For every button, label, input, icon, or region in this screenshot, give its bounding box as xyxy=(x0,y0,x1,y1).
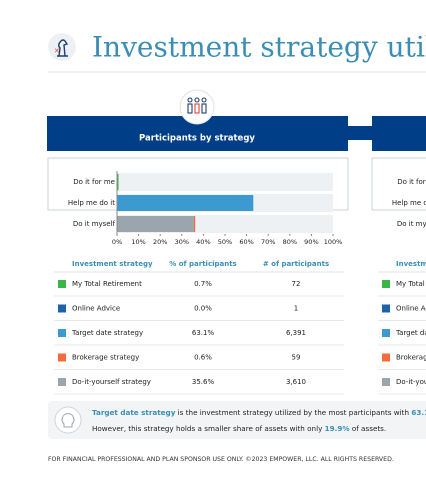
table-header: # of participants xyxy=(263,260,329,268)
legend-swatch xyxy=(58,353,66,362)
x-tick-label: 0% xyxy=(112,238,122,246)
note-span: is the investment strategy utilized by t… xyxy=(175,408,411,417)
title-icon: ✕ xyxy=(48,33,76,61)
panel-band xyxy=(372,116,426,151)
note-text: However, this strategy holds a smaller s… xyxy=(92,424,386,433)
bar xyxy=(117,216,194,232)
bar-track xyxy=(117,173,333,191)
legend-swatch xyxy=(58,378,66,386)
strategy-name: My Total Retirement xyxy=(72,280,142,288)
strategy-name: Target date strategy xyxy=(71,329,143,337)
x-tick-label: 10% xyxy=(131,238,145,246)
x-tick-label: 60% xyxy=(239,238,253,246)
strategy-name: Do-it-yourself strategy xyxy=(72,378,151,386)
x-tick-label: 40% xyxy=(196,238,210,246)
note-span: Target date strategy xyxy=(92,408,176,417)
x-tick-label: 50% xyxy=(218,238,232,246)
legend-swatch xyxy=(382,329,390,337)
note-span: 19.9% xyxy=(325,424,350,433)
table-cell: 6,391 xyxy=(286,329,306,337)
table-cell: 3,610 xyxy=(286,378,306,386)
strategy-name: Brokerage strategy xyxy=(396,354,426,362)
strategy-name: Brokerage strategy xyxy=(72,354,139,362)
note-span: of assets. xyxy=(350,424,387,433)
legend-swatch xyxy=(382,304,390,313)
note-bulb xyxy=(61,413,75,428)
strategy-name: Do-it-yourself strategy xyxy=(396,378,426,386)
table-cell: 59 xyxy=(292,354,301,362)
strategy-panel: Do it for me Help me do it Do it myself 0% 1… xyxy=(47,157,349,395)
legend-swatch xyxy=(382,353,390,362)
people-icon xyxy=(179,89,215,125)
svg-text:✕: ✕ xyxy=(54,47,60,55)
band-connector xyxy=(346,126,374,140)
strategy-name: My Total Retirement xyxy=(396,280,426,288)
table-cell: 72 xyxy=(292,280,301,288)
category-label: Help me do it xyxy=(68,199,115,207)
page-title: Investment strategy utilization xyxy=(92,31,426,64)
table-cell: 63.1% xyxy=(192,329,215,337)
note-span: However, this strategy holds a smaller s… xyxy=(92,424,325,433)
bar xyxy=(117,174,119,190)
bar xyxy=(193,216,196,232)
panel-title: Participants by strategy xyxy=(139,134,255,144)
legend-swatch xyxy=(58,329,66,337)
x-tick-label: 100% xyxy=(324,238,343,246)
legend-swatch xyxy=(58,280,66,288)
category-label: Help me do it xyxy=(392,199,426,207)
chart-box xyxy=(371,157,426,211)
strategy-name: Online Advice xyxy=(396,305,426,313)
x-tick-label: 20% xyxy=(153,238,167,246)
category-label: Do it for me xyxy=(397,178,426,186)
table-cell: 0.0% xyxy=(194,305,212,313)
legend-swatch xyxy=(58,304,66,313)
legend-swatch xyxy=(382,378,390,386)
legend-swatch xyxy=(382,280,390,288)
table-cell: 1 xyxy=(294,305,298,313)
table-cell: 0.6% xyxy=(194,354,212,362)
category-label: Do it myself xyxy=(397,220,426,228)
note-box xyxy=(48,401,426,439)
note-text: Target date strategy is the investment s… xyxy=(92,408,426,417)
category-label: Do it myself xyxy=(73,220,116,228)
table-cell: 35.6% xyxy=(192,378,215,386)
x-tick-label: 70% xyxy=(261,238,275,246)
category-label: Do it for me xyxy=(73,178,115,186)
strategy-name: Online Advice xyxy=(72,305,120,313)
table-header: Investment strategy xyxy=(396,260,426,268)
table-cell: 0.7% xyxy=(194,280,212,288)
note-span: 63.1% xyxy=(411,408,426,417)
note-icon xyxy=(54,406,82,434)
x-tick-label: 80% xyxy=(283,238,297,246)
table-header: % of participants xyxy=(169,260,236,268)
footer: FOR FINANCIAL PROFESSIONAL AND PLAN SPON… xyxy=(48,455,394,463)
strategy-name: Target date strategy xyxy=(395,329,426,337)
bar xyxy=(117,195,254,211)
table-header: Investment strategy xyxy=(72,260,153,268)
x-tick-label: 90% xyxy=(304,238,318,246)
x-tick-label: 30% xyxy=(175,238,189,246)
